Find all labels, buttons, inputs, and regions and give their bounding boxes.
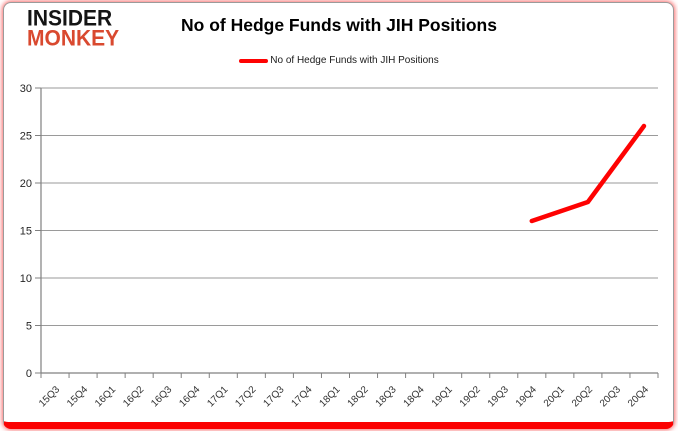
logo-line-insider: INSIDER	[27, 6, 113, 31]
insider-monkey-logo: INSIDER MONKEY	[27, 6, 120, 51]
y-axis-label: 5	[26, 321, 32, 333]
legend-label: No of Hedge Funds with JIH Positions	[270, 55, 439, 66]
x-axis-label: 15Q4	[65, 384, 90, 409]
x-axis-label: 17Q2	[233, 384, 258, 409]
y-axis-label: 10	[20, 273, 32, 285]
y-axis-label: 30	[20, 83, 32, 95]
x-axis-label: 18Q2	[346, 384, 371, 409]
x-axis-label: 18Q1	[318, 384, 343, 409]
x-axis-label: 15Q3	[37, 384, 62, 409]
data-line-hedge-funds	[529, 123, 647, 224]
x-axis-label: 20Q1	[542, 384, 567, 409]
chart-legend: No of Hedge Funds with JIH Positions	[0, 55, 678, 66]
x-axis-label: 17Q1	[205, 384, 230, 409]
x-axis-label: 17Q3	[261, 384, 286, 409]
x-axis-label: 18Q3	[374, 384, 399, 409]
x-axis-label: 16Q1	[93, 384, 118, 409]
y-axis-label: 0	[26, 368, 32, 380]
legend-line-marker	[239, 58, 269, 63]
x-axis-label: 19Q2	[458, 384, 483, 409]
x-axis-label: 20Q2	[570, 384, 595, 409]
x-axis-label: 20Q4	[626, 384, 651, 409]
x-axis-label: 18Q4	[402, 384, 427, 409]
x-axis-label: 16Q4	[177, 384, 202, 409]
y-axis-label: 25	[20, 131, 32, 143]
y-axis-label: 20	[20, 178, 32, 190]
x-axis-label: 19Q1	[430, 384, 455, 409]
y-axis-label: 15	[20, 226, 32, 238]
x-axis-label: 16Q2	[121, 384, 146, 409]
x-axis-label: 16Q3	[149, 384, 174, 409]
x-axis-label: 17Q4	[289, 384, 314, 409]
x-axis-label: 19Q3	[486, 384, 511, 409]
logo-line-monkey: MONKEY	[27, 26, 120, 51]
chart-title: No of Hedge Funds with JIH Positions	[181, 15, 497, 35]
x-axis-label: 20Q3	[598, 384, 623, 409]
x-axis-label: 19Q4	[514, 384, 539, 409]
